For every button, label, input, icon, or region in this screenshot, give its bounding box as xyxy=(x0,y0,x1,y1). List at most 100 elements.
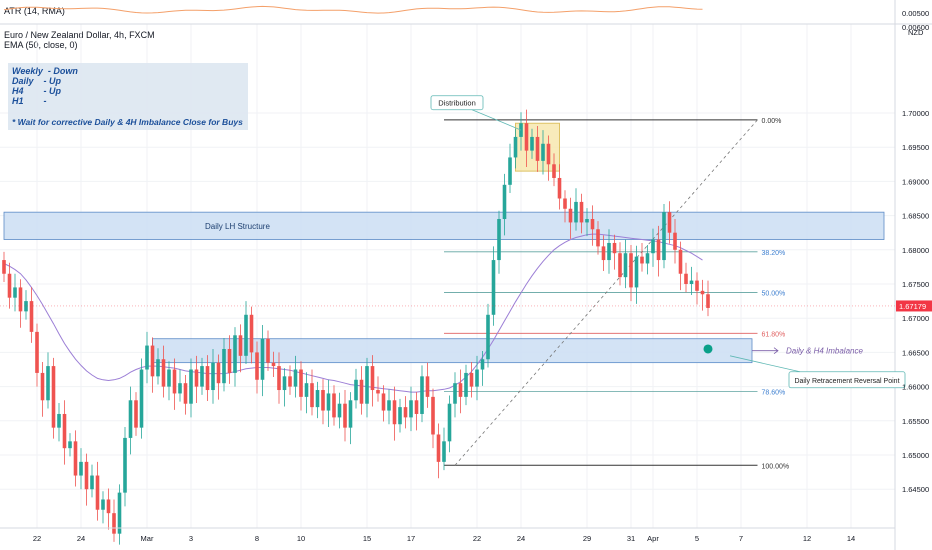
candle xyxy=(486,303,490,368)
candle xyxy=(123,426,127,507)
candle xyxy=(73,430,78,487)
candle xyxy=(442,427,446,471)
candle xyxy=(458,369,463,414)
candle xyxy=(139,358,144,439)
candle xyxy=(68,433,72,457)
candle xyxy=(194,355,199,404)
candle xyxy=(634,245,639,304)
candle xyxy=(678,241,683,291)
candle xyxy=(7,262,12,309)
candle xyxy=(332,385,336,426)
candle xyxy=(590,205,595,246)
candle xyxy=(161,345,166,398)
candle xyxy=(40,361,45,417)
candle xyxy=(662,203,666,269)
candle xyxy=(557,164,562,210)
fibonacci-retracement[interactable]: 0.00% 38.20% 50.00% 61.80% 78.60% 100.00% xyxy=(444,118,789,470)
candle xyxy=(513,128,518,169)
candle xyxy=(337,392,342,429)
candle xyxy=(112,499,116,542)
reversal-point-marker xyxy=(703,344,713,354)
candle xyxy=(398,398,402,433)
daily-lh-structure-label: Daily LH Structure xyxy=(205,222,270,231)
time-tick: 15 xyxy=(363,534,371,543)
ema-indicator-label[interactable]: EMA (50, close, 0) xyxy=(4,40,78,50)
fib-trend-line xyxy=(454,119,758,466)
candle xyxy=(601,235,606,272)
candle xyxy=(464,364,468,406)
candle xyxy=(2,251,6,282)
price-tick: 1.69000 xyxy=(902,177,929,186)
candle xyxy=(57,403,61,442)
candle xyxy=(420,365,424,423)
time-tick: 14 xyxy=(847,534,855,543)
candle xyxy=(326,379,331,427)
candle xyxy=(304,372,309,414)
candle xyxy=(596,221,600,255)
candle xyxy=(299,361,303,411)
candle xyxy=(29,287,34,343)
candle xyxy=(656,225,661,277)
price-axis[interactable]: 1.64500 1.65000 1.65500 1.66000 1.66500 1.670… xyxy=(902,109,929,494)
candles xyxy=(2,109,710,545)
candle xyxy=(13,273,17,312)
candle xyxy=(689,266,694,295)
candle xyxy=(156,348,160,385)
time-tick: Mar xyxy=(141,534,154,543)
candle xyxy=(282,368,287,407)
candle xyxy=(695,272,699,305)
candle xyxy=(183,374,188,415)
candle xyxy=(568,197,573,239)
time-tick: 22 xyxy=(473,534,481,543)
candle xyxy=(645,245,650,275)
candle xyxy=(436,423,441,479)
fib-level-label: 0.00% xyxy=(762,118,782,125)
price-tick: 1.68000 xyxy=(902,246,929,255)
time-axis[interactable]: 22 24 Mar 3 8 10 15 17 22 24 29 31 Apr 5 7 12 14 xyxy=(33,534,855,543)
time-tick: 3 xyxy=(189,534,193,543)
price-tick: 1.64500 xyxy=(902,485,929,494)
atr-indicator-label[interactable]: ATR (14, RMA) xyxy=(4,6,65,16)
candle xyxy=(172,358,177,410)
candle xyxy=(381,385,386,422)
candle xyxy=(46,352,50,409)
candle xyxy=(640,242,644,272)
bias-panel[interactable]: Weekly - Down Daily - Up H4 - Up H1 - * … xyxy=(8,63,248,130)
bias-panel-background xyxy=(8,63,248,130)
bias-h1: H1 - xyxy=(12,96,47,106)
candle xyxy=(233,327,237,387)
candle xyxy=(563,190,567,223)
candle xyxy=(106,488,111,530)
candle xyxy=(354,368,358,409)
time-tick: 31 xyxy=(627,534,635,543)
distribution-label: Distribution xyxy=(438,99,476,108)
price-tick: 1.67000 xyxy=(902,314,929,323)
candle xyxy=(211,348,215,404)
candle xyxy=(623,239,628,289)
candle xyxy=(18,279,23,328)
candle xyxy=(200,357,204,395)
candle xyxy=(706,280,710,317)
ema-line xyxy=(3,233,703,393)
atr-line xyxy=(3,5,703,14)
symbol-title[interactable]: Euro / New Zealand Dollar, 4h, FXCM xyxy=(4,30,155,40)
candle xyxy=(90,464,94,498)
candle xyxy=(431,388,435,449)
candle xyxy=(387,389,391,425)
time-tick: 29 xyxy=(583,534,591,543)
candle xyxy=(271,351,276,378)
time-tick: 24 xyxy=(77,534,85,543)
candle xyxy=(244,301,248,365)
candle xyxy=(612,234,617,270)
candle xyxy=(508,143,512,194)
candle xyxy=(84,453,89,506)
candle xyxy=(502,173,507,236)
candle xyxy=(24,290,28,320)
bias-weekly: Weekly - Down xyxy=(12,66,78,76)
candle xyxy=(310,369,314,416)
currency-label: NZD xyxy=(908,28,924,37)
time-tick: 8 xyxy=(255,534,259,543)
candle xyxy=(409,386,413,432)
annotations[interactable]: Distribution Daily Retracement Reversal P… xyxy=(430,95,906,389)
